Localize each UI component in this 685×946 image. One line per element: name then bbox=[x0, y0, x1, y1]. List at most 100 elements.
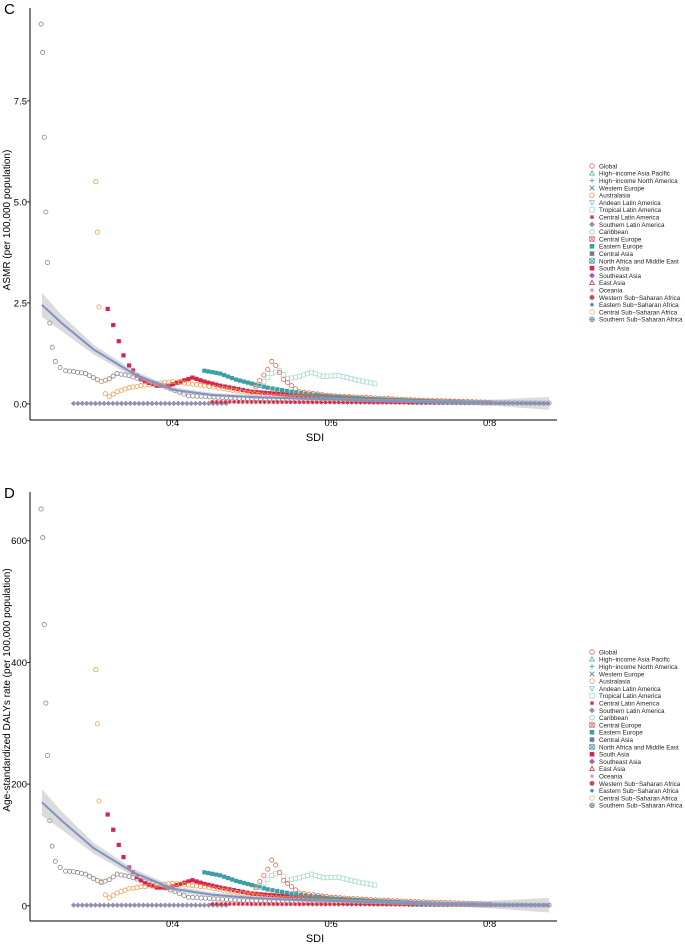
data-point bbox=[210, 381, 215, 386]
legend-key bbox=[589, 294, 595, 300]
data-point bbox=[227, 901, 232, 907]
data-point bbox=[111, 827, 116, 832]
data-point bbox=[325, 394, 330, 399]
data-point bbox=[289, 891, 294, 896]
data-point bbox=[229, 375, 235, 381]
data-point bbox=[179, 902, 186, 908]
data-point bbox=[231, 901, 237, 907]
legend-label: Southern Latin America bbox=[599, 222, 665, 229]
data-point bbox=[245, 901, 250, 907]
legend-label: South Asia bbox=[599, 752, 630, 759]
data-point bbox=[41, 134, 47, 140]
data-point bbox=[93, 179, 99, 185]
legend-item-southern-latin-america: Southern Latin America bbox=[589, 707, 665, 715]
plot-area-d bbox=[27, 492, 557, 924]
data-point bbox=[206, 882, 211, 887]
data-point bbox=[218, 399, 224, 404]
data-point bbox=[253, 885, 259, 891]
data-point bbox=[86, 873, 92, 879]
data-point bbox=[319, 902, 324, 907]
series-southern-latin-america bbox=[70, 400, 229, 407]
legend-key bbox=[589, 758, 595, 765]
legend-label: Southern Latin America bbox=[599, 708, 665, 715]
data-point bbox=[202, 895, 208, 901]
x-tick-label: 0.6 bbox=[325, 418, 338, 429]
legend-key bbox=[589, 185, 595, 191]
data-point bbox=[372, 882, 378, 888]
data-point bbox=[249, 389, 255, 395]
data-point bbox=[185, 894, 191, 900]
data-point bbox=[198, 895, 204, 901]
series-southern-latin-america bbox=[70, 902, 229, 908]
data-point bbox=[227, 399, 232, 405]
data-point bbox=[273, 862, 279, 868]
data-point bbox=[192, 400, 199, 407]
fit-line bbox=[41, 801, 550, 907]
data-point bbox=[174, 882, 179, 888]
legend-item-caribbean: Caribbean bbox=[589, 228, 629, 236]
data-point bbox=[314, 902, 319, 907]
legend-label: Southeast Asia bbox=[599, 273, 642, 280]
data-point bbox=[101, 902, 107, 908]
data-point bbox=[63, 868, 69, 874]
data-point bbox=[249, 891, 255, 897]
data-point bbox=[218, 885, 223, 890]
data-point bbox=[301, 891, 307, 897]
data-point bbox=[121, 855, 126, 860]
data-point bbox=[105, 812, 110, 817]
data-point bbox=[222, 372, 227, 378]
data-point bbox=[201, 902, 208, 908]
data-point bbox=[267, 391, 272, 396]
data-point bbox=[105, 902, 112, 908]
data-point bbox=[270, 386, 275, 391]
data-point bbox=[349, 400, 354, 405]
data-point bbox=[49, 843, 55, 849]
data-point bbox=[70, 400, 77, 407]
legend-label: Tropical Latin America bbox=[599, 207, 662, 214]
data-point bbox=[181, 892, 187, 898]
data-point bbox=[122, 372, 128, 378]
data-point bbox=[253, 902, 258, 907]
y-tick-label: 7.5 bbox=[14, 96, 27, 107]
legend-key bbox=[590, 788, 594, 793]
data-point bbox=[44, 259, 50, 265]
data-point bbox=[166, 902, 173, 908]
data-point bbox=[184, 902, 190, 908]
legend-label: Global bbox=[599, 649, 617, 656]
data-point bbox=[182, 378, 187, 383]
data-point bbox=[281, 372, 287, 378]
data-point bbox=[257, 885, 262, 890]
data-point bbox=[279, 388, 285, 393]
data-point bbox=[179, 400, 186, 407]
fit-line bbox=[41, 304, 550, 405]
legend-item-central-europe: Central Europe bbox=[589, 722, 642, 729]
data-point bbox=[210, 901, 215, 907]
data-point bbox=[332, 902, 337, 907]
data-point bbox=[190, 878, 195, 883]
data-point bbox=[285, 392, 290, 397]
legend-label: Australasia bbox=[599, 193, 631, 200]
data-point bbox=[131, 902, 138, 908]
data-point bbox=[97, 902, 103, 908]
data-point bbox=[265, 866, 271, 872]
data-point bbox=[63, 368, 69, 374]
data-point bbox=[140, 902, 147, 908]
legend-item-caribbean: Caribbean bbox=[589, 715, 629, 722]
data-point bbox=[175, 902, 181, 908]
legend-item-eastern-sub-saharan-africa: Eastern Sub−Saharan Africa bbox=[590, 788, 679, 795]
y-tick-labels-d: 0 200 400 600 bbox=[11, 536, 27, 912]
data-point bbox=[284, 388, 289, 394]
legend-label: Central Latin America bbox=[599, 215, 660, 222]
legend-item-western-europe: Western Europe bbox=[589, 185, 645, 192]
legend-item-southern-latin-america: Southern Latin America bbox=[589, 221, 665, 229]
data-point bbox=[336, 400, 341, 405]
y-tick-label: 0 bbox=[22, 901, 27, 912]
data-point bbox=[201, 884, 207, 890]
data-point bbox=[240, 901, 245, 907]
panel-label-c: C bbox=[4, 1, 15, 18]
data-point bbox=[233, 377, 239, 382]
data-point bbox=[185, 381, 191, 387]
data-point bbox=[106, 394, 112, 400]
data-point bbox=[218, 873, 223, 878]
data-point bbox=[186, 376, 191, 382]
